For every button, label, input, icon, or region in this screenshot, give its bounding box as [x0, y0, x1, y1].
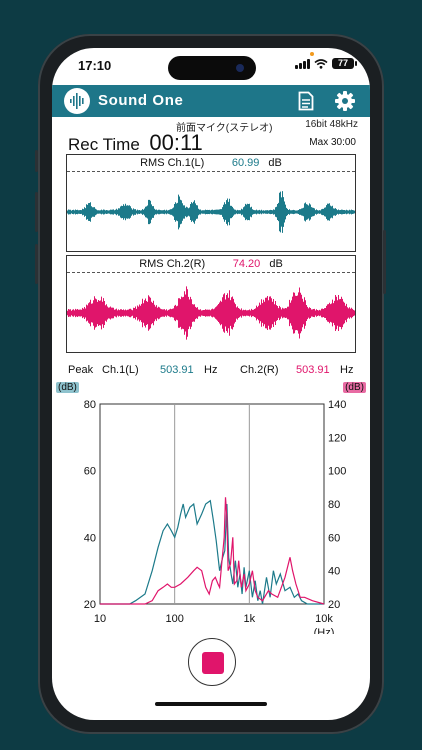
x-tick-label: 100	[165, 613, 183, 625]
signal-icon	[295, 58, 310, 69]
stop-icon	[202, 652, 224, 674]
app-title: Sound One	[98, 92, 184, 109]
rms-ch2-value: 74.20	[232, 258, 261, 270]
screen: 17:10 77 Sound One	[52, 48, 370, 720]
side-button-volume-up	[35, 192, 38, 232]
status-bar: 17:10 77	[52, 48, 370, 84]
y-right-tick-label: 40	[328, 566, 340, 578]
waveform-ch1-panel: RMS Ch.1(L) 60.99 dB	[66, 154, 356, 252]
rms-ch1-header: RMS Ch.1(L) 60.99 dB	[67, 155, 355, 172]
rms-ch2-header: RMS Ch.2(R) 74.20 dB	[67, 256, 355, 273]
side-button-volume-down	[35, 244, 38, 284]
record-stop-button[interactable]	[188, 638, 236, 686]
rec-time-value: 00:11	[149, 130, 203, 155]
y-right-tick-label: 100	[328, 466, 346, 478]
gear-icon[interactable]	[334, 90, 356, 112]
y-right-tick-label: 20	[328, 599, 340, 611]
mic-indicator-icon	[310, 52, 314, 56]
document-icon[interactable]	[298, 91, 314, 111]
rms-ch1-unit: dB	[268, 157, 282, 169]
y-left-tick-label: 40	[84, 532, 96, 544]
y-left-tick-label: 60	[84, 466, 96, 478]
battery-icon: 77	[332, 58, 357, 69]
y-right-tick-label: 60	[328, 532, 340, 544]
peak-ch2-unit: Hz	[340, 364, 354, 376]
rms-ch1-value: 60.99	[231, 157, 260, 169]
rec-time-label: Rec Time	[68, 135, 140, 154]
app-header: Sound One	[52, 85, 370, 117]
waveform-ch2-panel: RMS Ch.2(R) 74.20 dB	[66, 255, 356, 353]
waveform-ch2	[67, 286, 355, 340]
peak-ch1-unit: Hz	[204, 364, 218, 376]
y-right-tick-label: 120	[328, 432, 346, 444]
max-time-label: Max 30:00	[309, 137, 356, 148]
status-icons: 77	[295, 58, 357, 69]
x-tick-label: 10k	[315, 613, 333, 625]
waveform-trace	[67, 191, 355, 233]
peak-ch1-value: 503.91	[160, 364, 194, 376]
camera-icon	[236, 64, 244, 72]
rms-ch1-label: RMS Ch.1(L)	[140, 157, 205, 169]
rms-ch2-label: RMS Ch.2(R)	[139, 258, 206, 270]
mic-source-label: 前面マイク(ステレオ)	[176, 123, 273, 134]
peak-ch2-label: Ch.2(R)	[240, 364, 279, 376]
x-tick-label: 10	[94, 613, 106, 625]
peak-ch2-value: 503.91	[296, 364, 330, 376]
x-tick-label: 1k	[244, 613, 256, 625]
format-label: 16bit 48kHz	[305, 119, 358, 130]
y-right-tick-label: 140	[328, 399, 346, 411]
side-button-power	[383, 230, 386, 294]
side-button-action	[35, 150, 38, 172]
spectrum-series-ch1	[100, 499, 324, 605]
spectrum-plot-area	[99, 403, 325, 605]
x-axis-unit: (Hz)	[314, 627, 335, 634]
left-axis-unit-tag: (dB)	[56, 382, 79, 393]
y-left-tick-label: 20	[84, 599, 96, 611]
peak-label: Peak	[68, 364, 94, 376]
right-axis-unit-tag: (dB)	[343, 382, 366, 393]
wifi-icon	[314, 58, 328, 69]
rec-time: Rec Time 00:11	[68, 130, 203, 156]
rms-ch2-unit: dB	[269, 258, 283, 270]
peak-ch1-label: Ch.1(L)	[102, 364, 139, 376]
spectrum-chart: 10 100 1k 10k (Hz) 80 60 40 20 140 120 100 80 60 40 20	[84, 399, 347, 634]
waveform-trace	[67, 286, 355, 340]
waveform-logo-icon	[64, 88, 90, 114]
waveform-ch1	[67, 191, 355, 233]
y-right-tick-label: 80	[328, 499, 340, 511]
home-indicator[interactable]	[155, 702, 267, 706]
y-left-tick-label: 80	[84, 399, 96, 411]
spectrum-series-ch2	[100, 497, 325, 605]
dynamic-island	[168, 56, 256, 80]
status-time: 17:10	[78, 58, 112, 73]
